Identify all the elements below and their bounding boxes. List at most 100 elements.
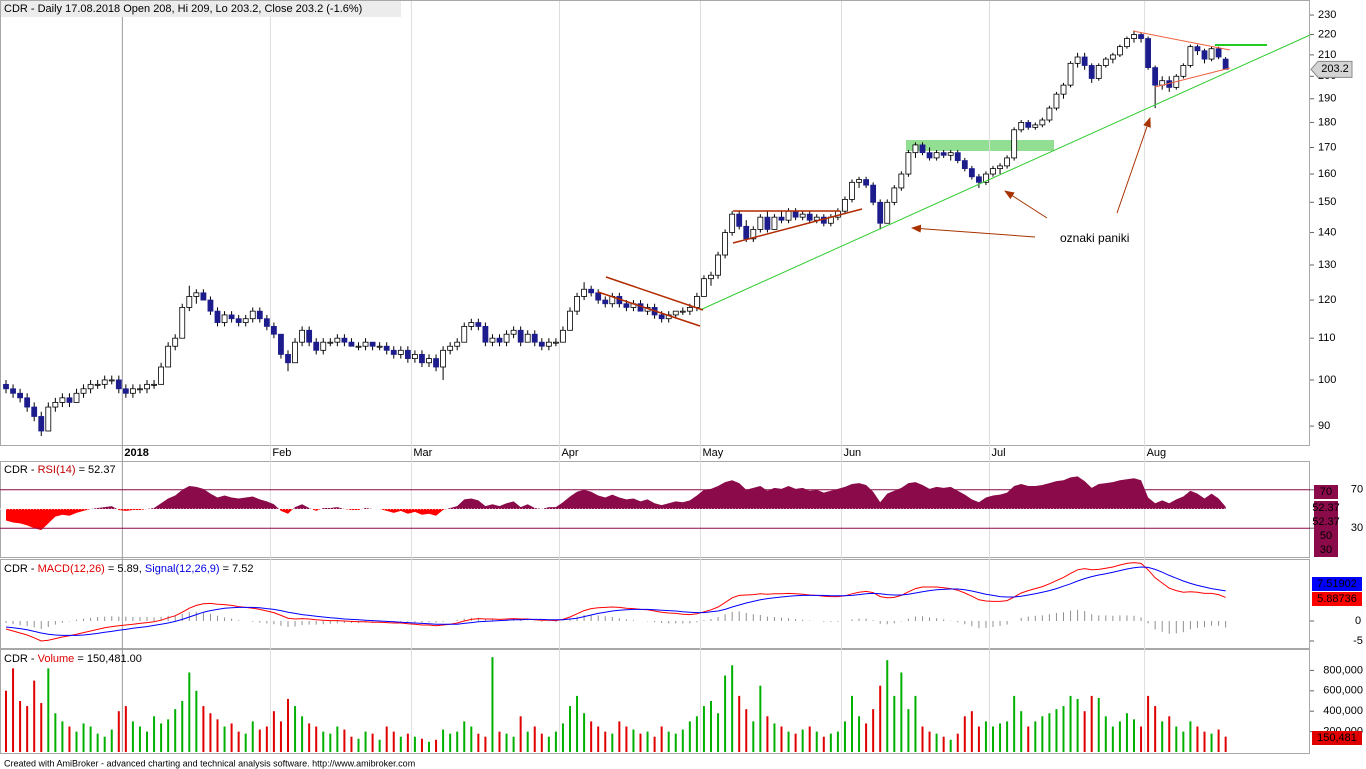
volume-bar	[491, 657, 494, 752]
candle-body	[475, 322, 482, 327]
volume-last-label-box	[1312, 731, 1362, 745]
volume-bar	[153, 716, 156, 752]
y-tick-label: 170	[1318, 141, 1336, 153]
volume-bar	[1090, 695, 1093, 752]
volume-bar	[12, 668, 15, 752]
volume-bar	[1175, 726, 1178, 752]
title-part: Signal(12,26,9)	[145, 563, 220, 575]
candle-body	[101, 379, 108, 385]
volume-bar	[970, 711, 973, 752]
volume-bar	[1104, 716, 1107, 752]
candle-body	[115, 379, 122, 390]
candle-body	[461, 326, 468, 343]
volume-bar	[1133, 719, 1135, 752]
volume-bar	[26, 706, 29, 752]
volume-bar	[512, 736, 515, 752]
candle-body	[108, 379, 115, 382]
annotations: oznaki paniki	[597, 30, 1311, 327]
volume-bar	[604, 731, 607, 752]
candle-body	[750, 229, 757, 240]
volume-bar	[40, 703, 43, 752]
candle-body	[1194, 46, 1201, 52]
volume-bar	[540, 733, 543, 752]
volume-bar	[174, 709, 177, 752]
candle-body	[581, 288, 587, 297]
y-tick-label: 110	[1318, 332, 1336, 344]
candle-body	[1081, 56, 1088, 66]
candle-body	[842, 199, 848, 212]
volume-bar	[406, 733, 409, 752]
y-tick-label: 160	[1318, 168, 1336, 180]
candle-body	[87, 383, 94, 390]
candle-body	[553, 341, 559, 344]
volume-bar	[223, 726, 226, 752]
candle-body	[489, 337, 496, 343]
volume-bar	[900, 672, 903, 752]
candle-body	[708, 274, 714, 280]
volume-bar	[1154, 706, 1157, 752]
candle-body	[567, 310, 573, 331]
volume-bar	[1118, 721, 1121, 752]
candle-body	[214, 310, 221, 323]
volume-bar	[1161, 721, 1164, 752]
volume-bar	[371, 733, 374, 752]
volume-bar	[96, 733, 99, 752]
candle-body	[440, 349, 447, 368]
volume-bar	[265, 726, 268, 752]
candle-body	[1201, 50, 1208, 60]
candle-body	[976, 176, 982, 183]
candle-body	[3, 383, 9, 390]
candle-body	[1039, 119, 1046, 126]
candle-body	[278, 333, 284, 355]
candle-body	[510, 329, 517, 335]
volume-bar	[1224, 736, 1227, 752]
candle-body	[348, 341, 355, 347]
candle-body	[1004, 157, 1010, 167]
volume-bar	[1097, 697, 1100, 752]
volume-bar	[977, 726, 980, 752]
channel-line	[605, 276, 704, 311]
rsi-value-label: 30	[1320, 544, 1332, 556]
y-tick-label: 800,000	[1323, 664, 1363, 676]
volume-bar	[1189, 721, 1192, 752]
volume-bar	[984, 721, 987, 752]
candle-body	[898, 173, 905, 189]
candle-body	[172, 337, 179, 347]
candle-body	[80, 388, 87, 394]
candle-body	[235, 318, 242, 323]
volume-bar	[886, 660, 889, 752]
candle-body	[1102, 58, 1109, 66]
x-tick-label: Aug	[1147, 447, 1167, 459]
x-tick-label: Mar	[413, 447, 432, 459]
volume-bar	[561, 723, 564, 752]
candle-body	[792, 210, 799, 218]
candle-body	[419, 354, 425, 364]
candle-body	[404, 349, 411, 359]
volume-bar	[428, 741, 430, 752]
candle-body	[144, 383, 150, 390]
volume-bar	[1217, 729, 1220, 752]
candle-body	[299, 329, 306, 343]
volume-bar	[583, 713, 586, 752]
rsi-value-label: 50	[1320, 530, 1332, 542]
candle-body	[390, 349, 397, 355]
volume-bar	[216, 719, 219, 752]
candle-body	[411, 354, 418, 359]
candle-body	[884, 201, 891, 224]
y-tick-label: 150	[1318, 196, 1336, 208]
volume-bar	[5, 690, 7, 752]
volume-bar	[766, 716, 769, 752]
volume-bar	[928, 731, 931, 752]
candle-body	[313, 341, 320, 351]
volume-bar	[54, 713, 57, 752]
volume-bar	[68, 726, 71, 752]
volume-bar	[47, 668, 50, 752]
volume-bar	[477, 733, 480, 752]
y-tick-label: 130	[1318, 259, 1336, 271]
candle-body	[524, 333, 531, 343]
volume-bar	[674, 733, 677, 752]
candle-body	[983, 173, 989, 183]
candle-body	[947, 152, 954, 156]
x-tick-label: May	[702, 447, 723, 459]
volume-bar	[879, 685, 882, 752]
